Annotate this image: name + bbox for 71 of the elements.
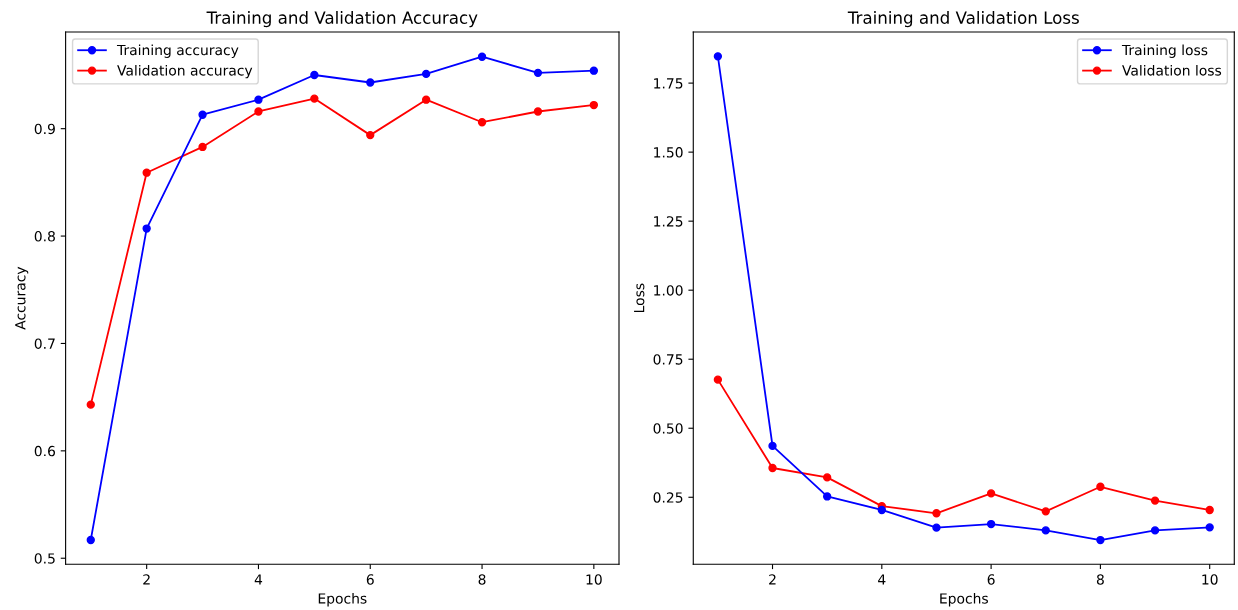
point: [533, 107, 543, 116]
chart-title: Training and Validation Loss: [847, 11, 1079, 28]
point: [477, 52, 487, 61]
point: [1041, 507, 1050, 516]
x-axis-title: Epochs: [940, 592, 988, 607]
x-axis-title: Epochs: [318, 592, 367, 607]
y-tick-label: 1.75: [654, 78, 683, 89]
legend-label: Validation accuracy: [117, 64, 253, 79]
point: [932, 523, 941, 532]
point: [366, 130, 375, 140]
y-tick-label: 0.25: [653, 492, 683, 503]
x-tick-label: 6: [366, 574, 374, 585]
y-tick-label: 0.5: [34, 553, 55, 564]
x-tick-label: 2: [769, 574, 776, 585]
point: [1205, 505, 1214, 515]
point: [877, 505, 886, 515]
x-tick-label: 4: [878, 574, 886, 585]
point: [822, 492, 832, 501]
point: [254, 107, 263, 116]
point: [254, 95, 263, 104]
y-tick-label: 0.75: [653, 354, 683, 365]
point: [589, 100, 599, 110]
x-tick-label: 4: [254, 574, 263, 585]
point: [366, 78, 375, 87]
x-tick-label: 10: [586, 574, 602, 585]
y-tick-label: 1.50: [654, 147, 683, 158]
y-tick-label: 0.7: [34, 338, 55, 349]
y-axis-title: Accuracy: [15, 266, 29, 330]
point: [1096, 482, 1105, 491]
point: [986, 519, 996, 529]
x-tick-label: 10: [1202, 574, 1218, 585]
x-tick-label: 6: [987, 574, 995, 585]
point: [533, 68, 543, 78]
y-tick-label: 0.6: [34, 445, 56, 457]
point: [310, 94, 319, 103]
point: [1150, 496, 1160, 505]
point: [713, 52, 723, 61]
point: [1041, 526, 1050, 535]
point: [589, 66, 599, 75]
point: [142, 224, 151, 233]
point: [142, 168, 151, 177]
x-tick-label: 2: [143, 574, 150, 585]
point: [1096, 535, 1105, 545]
point: [477, 118, 487, 127]
y-tick-label: 0.9: [34, 123, 55, 135]
point: [310, 70, 319, 80]
y-axis-title: Loss: [634, 283, 645, 313]
legend-label: Training loss: [1121, 44, 1208, 58]
y-tick-label: 1.00: [654, 285, 683, 296]
legend-label: Training accuracy: [116, 44, 239, 58]
x-tick-label: 8: [1096, 574, 1104, 585]
point: [768, 463, 777, 473]
y-tick-label: 0.50: [653, 423, 683, 434]
legend-label: Validation loss: [1122, 64, 1222, 76]
x-tick-label: 8: [478, 574, 486, 585]
point: [932, 509, 941, 518]
y-tick-label: 0.8: [34, 231, 55, 242]
point: [986, 489, 996, 498]
point: [86, 535, 95, 545]
point: [86, 400, 95, 409]
point: [1150, 526, 1160, 535]
point: [822, 473, 832, 482]
point: [421, 69, 431, 79]
point: [421, 95, 431, 104]
point: [768, 441, 777, 451]
point: [198, 142, 207, 152]
y-tick-label: 1.25: [654, 216, 683, 227]
point: [713, 375, 723, 384]
point: [1205, 523, 1214, 532]
chart-title: Training and Validation Accuracy: [206, 11, 478, 28]
point: [198, 110, 207, 119]
